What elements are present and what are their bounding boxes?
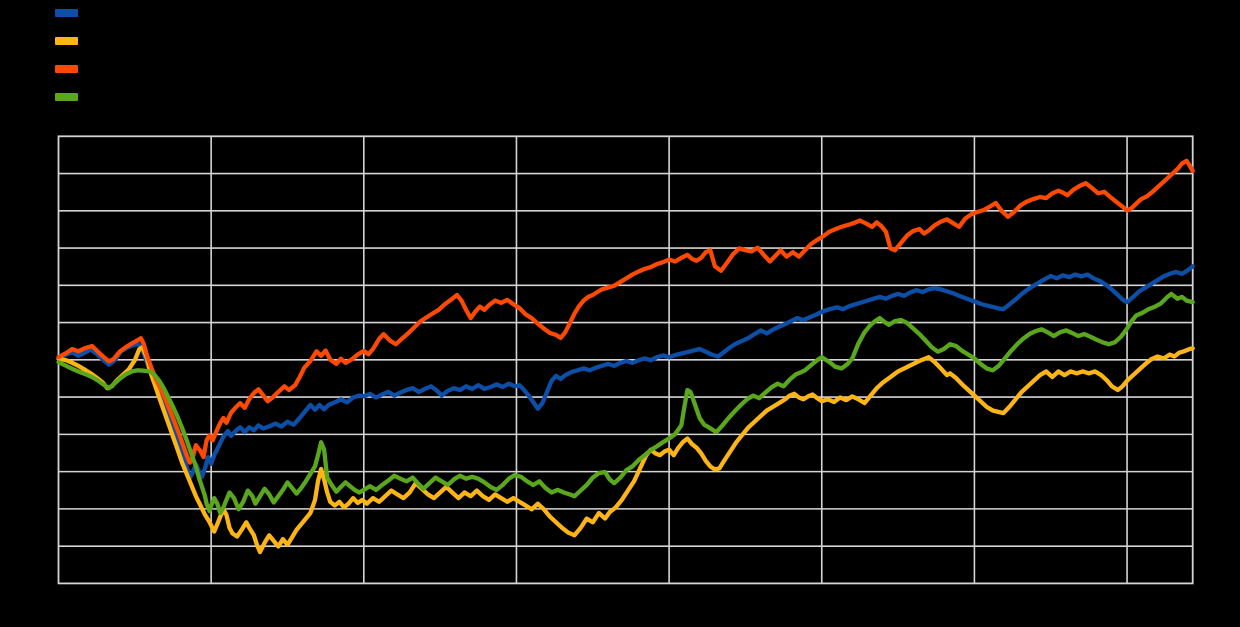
green-series-line	[56, 291, 1195, 516]
legend-swatch-blue	[55, 9, 78, 17]
legend-item-green	[55, 93, 86, 101]
legend-swatch-green	[55, 93, 78, 101]
legend-swatch-orange	[55, 65, 78, 73]
legend-item-orange	[55, 65, 86, 73]
legend-item-yellow	[55, 37, 86, 45]
legend-item-blue	[55, 9, 86, 17]
yellow-series-line	[56, 345, 1195, 555]
legend	[55, 9, 86, 101]
orange-series-line	[56, 158, 1195, 465]
blue-series-line	[56, 264, 1195, 481]
legend-swatch-yellow	[55, 37, 78, 45]
